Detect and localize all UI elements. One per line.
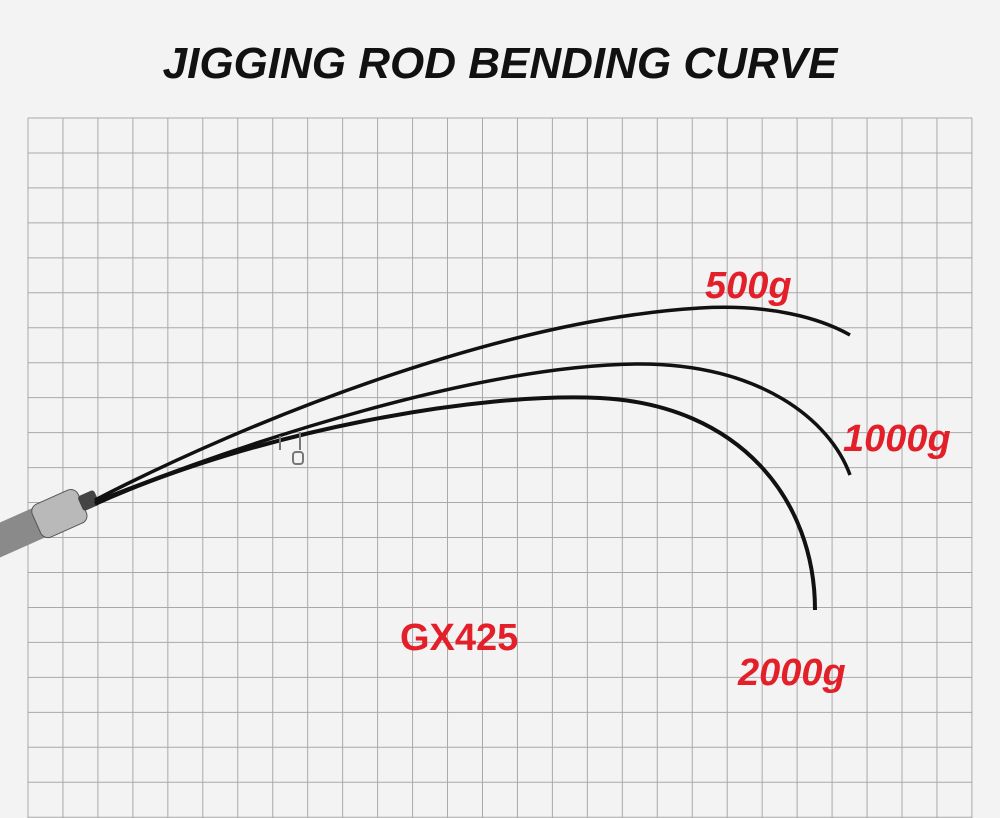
- rod-curve: [94, 362, 852, 504]
- rod-handle: [0, 489, 100, 561]
- rod-curve: [94, 305, 851, 502]
- guide: [292, 451, 304, 465]
- rod-curve: [94, 395, 817, 611]
- grid: [27, 117, 973, 818]
- title: JIGGING ROD BENDING CURVE: [163, 39, 839, 88]
- curve-label: 500g: [705, 265, 792, 307]
- guide: [279, 432, 301, 450]
- curve-label: 1000g: [843, 418, 951, 460]
- rod-guides: [279, 432, 304, 465]
- model-label: GX425: [400, 617, 518, 659]
- curve-label: 2000g: [737, 652, 846, 694]
- winding-check: [78, 490, 100, 511]
